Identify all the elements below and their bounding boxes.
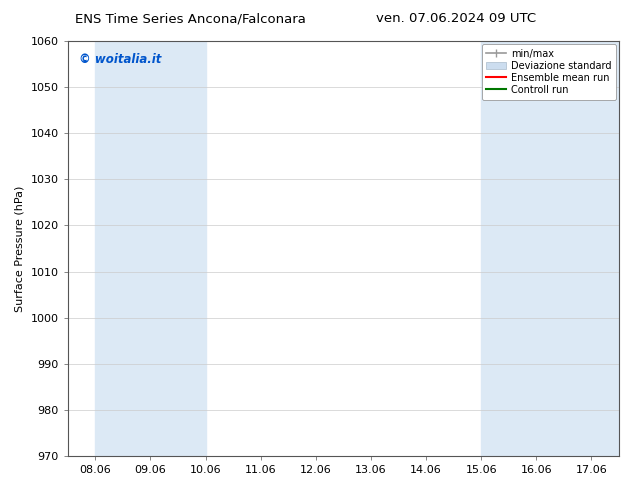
Legend: min/max, Deviazione standard, Ensemble mean run, Controll run: min/max, Deviazione standard, Ensemble m… bbox=[482, 44, 616, 99]
Text: © woitalia.it: © woitalia.it bbox=[79, 53, 161, 67]
Bar bbox=[536, 41, 592, 456]
Y-axis label: Surface Pressure (hPa): Surface Pressure (hPa) bbox=[15, 185, 25, 312]
Text: ven. 07.06.2024 09 UTC: ven. 07.06.2024 09 UTC bbox=[377, 12, 536, 25]
Bar bbox=[592, 41, 619, 456]
Bar bbox=[95, 41, 150, 456]
Bar bbox=[481, 41, 536, 456]
Text: ENS Time Series Ancona/Falconara: ENS Time Series Ancona/Falconara bbox=[75, 12, 306, 25]
Bar bbox=[150, 41, 205, 456]
